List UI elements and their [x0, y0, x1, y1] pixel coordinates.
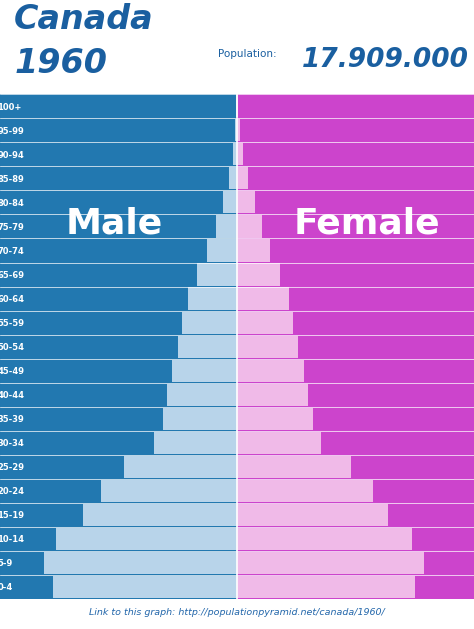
Bar: [178, 335, 237, 358]
Bar: [182, 311, 237, 333]
Bar: [237, 384, 308, 406]
Bar: [53, 576, 237, 598]
Bar: [101, 480, 237, 502]
Bar: [237, 431, 321, 454]
Bar: [237, 215, 262, 238]
Bar: [235, 120, 237, 142]
Bar: [237, 120, 240, 142]
Bar: [188, 287, 237, 309]
Text: Link to this graph: http://populationpyramid.net/canada/1960/: Link to this graph: http://populationpyr…: [89, 608, 385, 617]
Bar: [237, 96, 238, 118]
Bar: [237, 576, 415, 598]
Bar: [223, 191, 237, 213]
Bar: [154, 431, 237, 454]
Bar: [237, 82, 474, 599]
Text: Male: Male: [65, 206, 163, 240]
Bar: [167, 384, 237, 406]
Bar: [237, 240, 270, 262]
Bar: [237, 455, 351, 478]
Bar: [237, 143, 243, 165]
Bar: [237, 528, 412, 550]
Bar: [124, 455, 237, 478]
Text: Population:: Population:: [218, 49, 277, 59]
Bar: [228, 167, 237, 189]
Text: 1960: 1960: [14, 47, 107, 80]
Bar: [83, 504, 237, 526]
Bar: [237, 191, 255, 213]
Bar: [56, 528, 237, 550]
Bar: [163, 408, 237, 430]
Bar: [197, 264, 237, 286]
Bar: [237, 167, 248, 189]
Bar: [237, 311, 293, 333]
Bar: [237, 408, 312, 430]
Bar: [237, 360, 304, 382]
Bar: [237, 287, 289, 309]
Bar: [216, 215, 237, 238]
Bar: [237, 335, 298, 358]
Bar: [45, 552, 237, 574]
Bar: [237, 480, 373, 502]
Bar: [237, 264, 280, 286]
Bar: [237, 504, 388, 526]
Bar: [172, 360, 237, 382]
Text: 17.909.000: 17.909.000: [302, 47, 469, 73]
Bar: [207, 240, 237, 262]
Text: Canada: Canada: [14, 3, 154, 36]
Bar: [233, 143, 237, 165]
Bar: [237, 552, 424, 574]
Text: Female: Female: [294, 206, 441, 240]
